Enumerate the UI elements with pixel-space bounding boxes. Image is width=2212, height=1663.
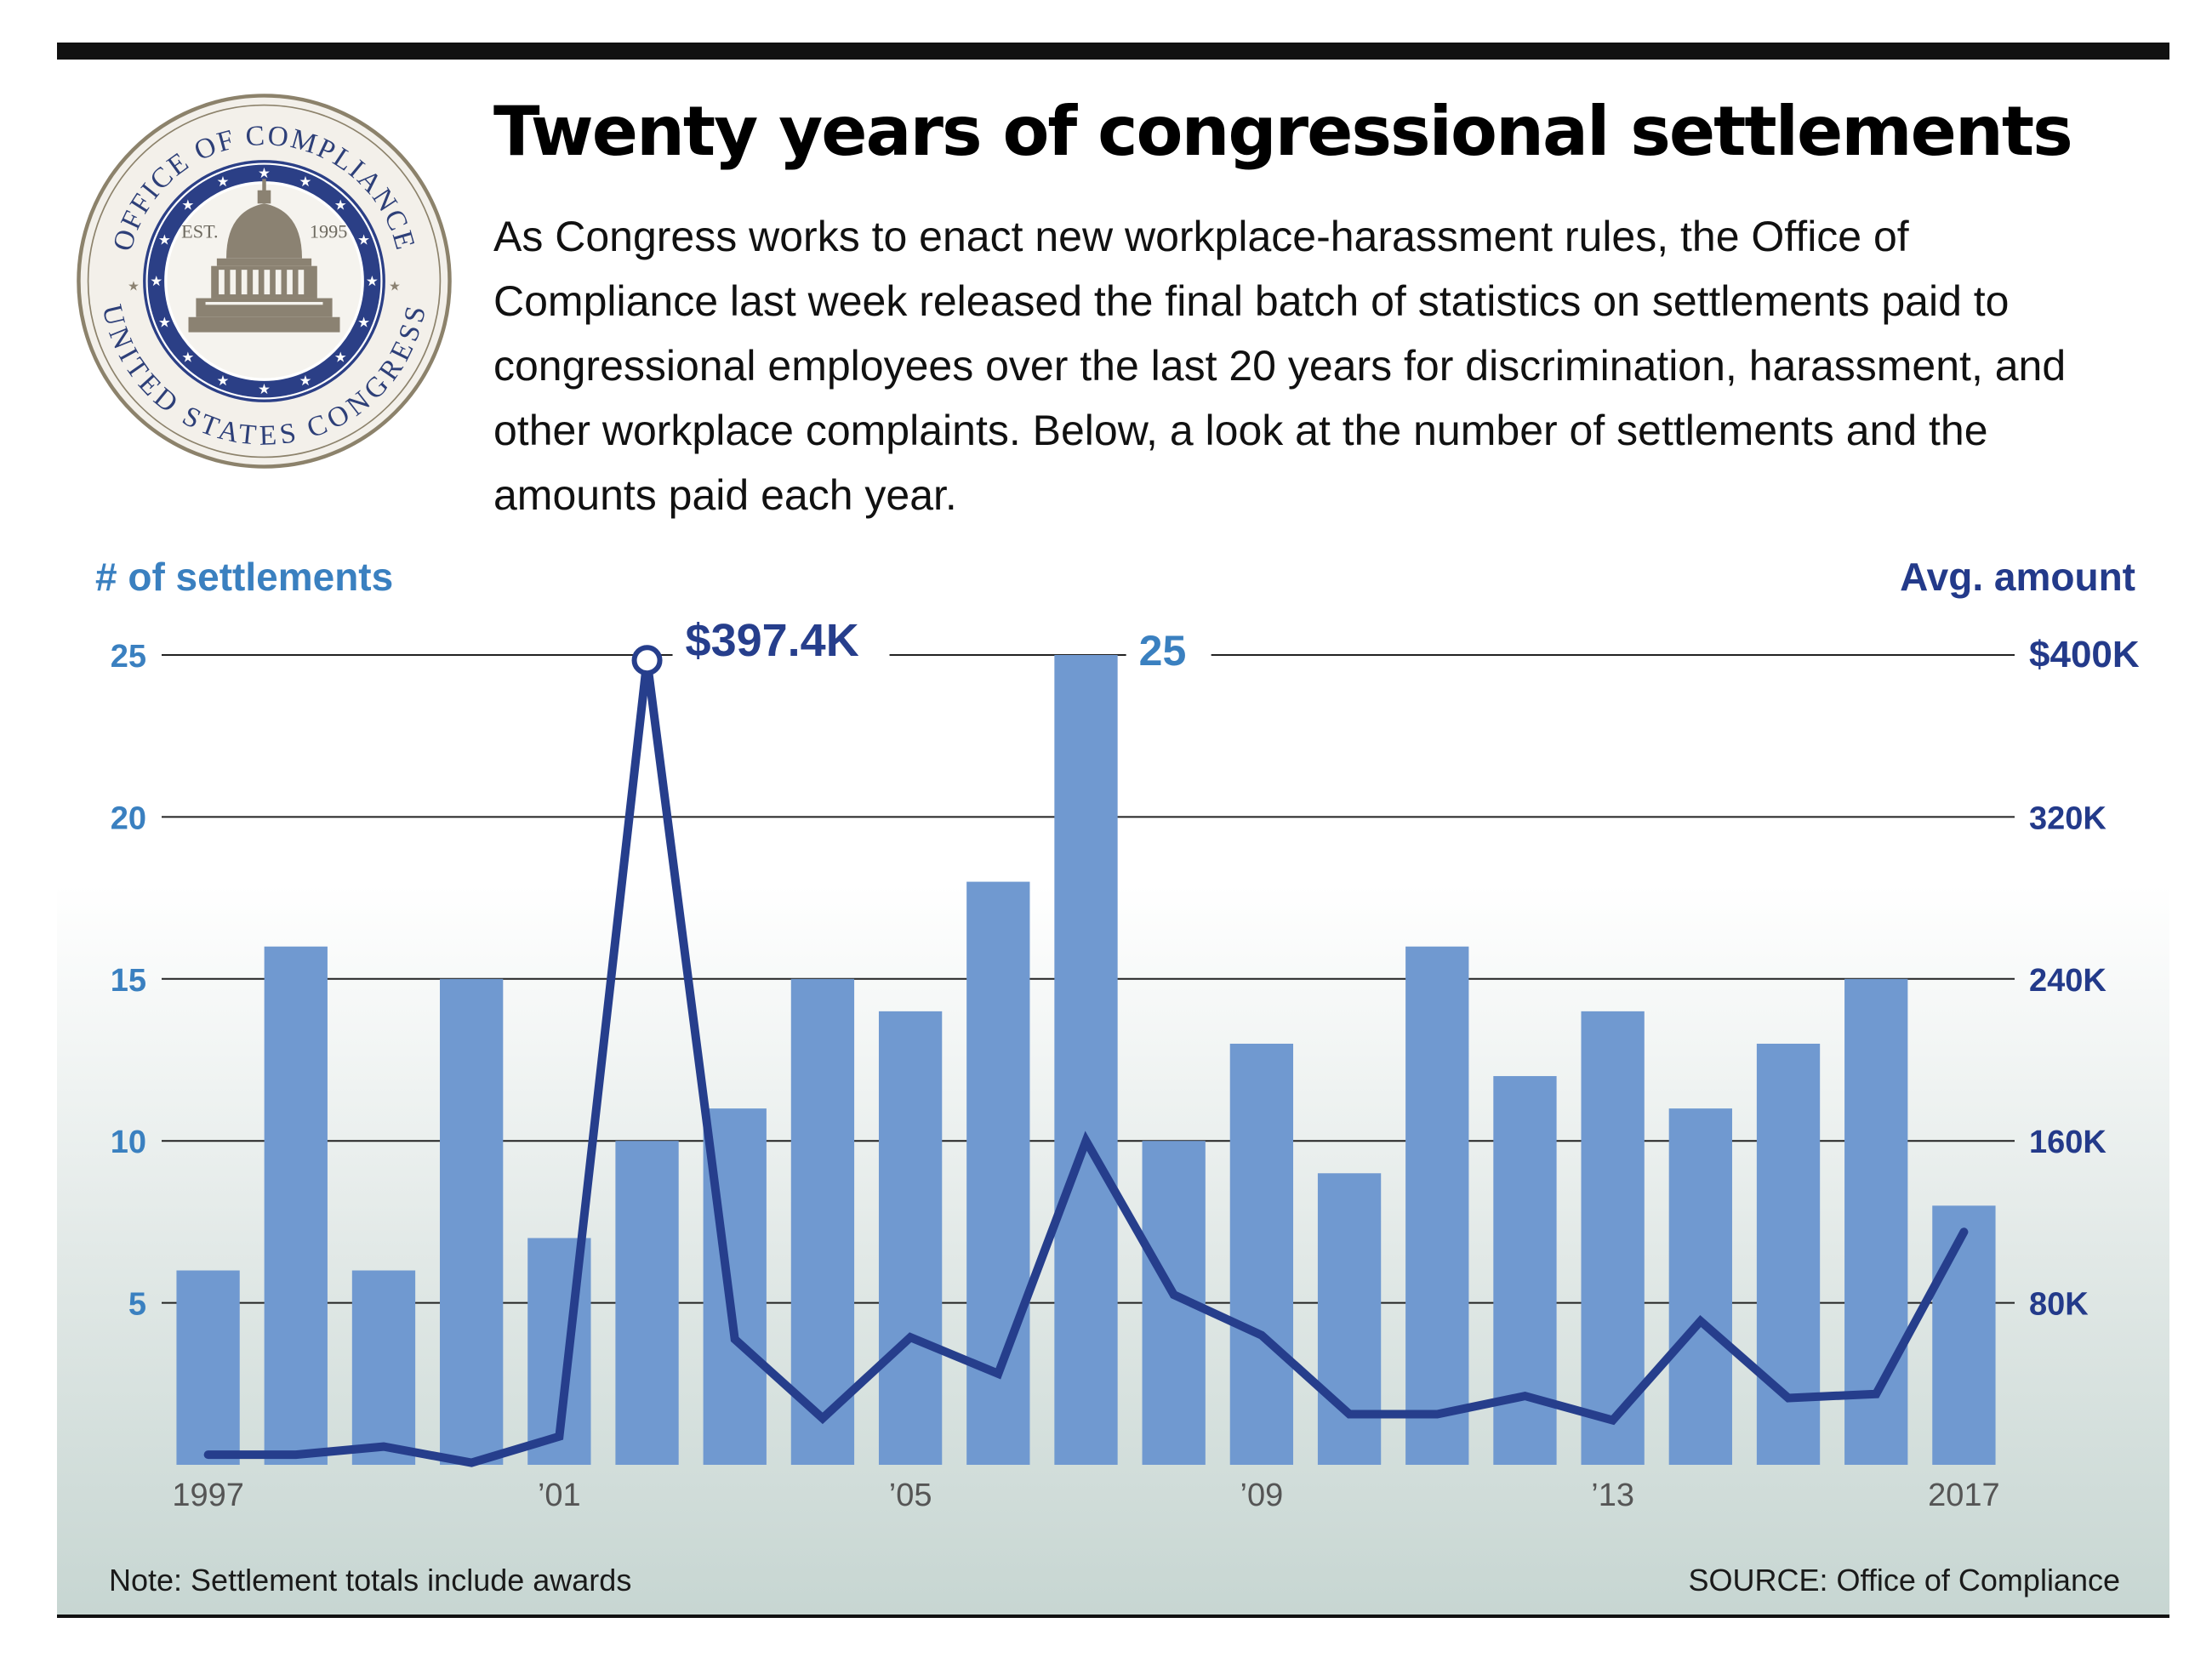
svg-text:★: ★: [389, 280, 401, 294]
settlements-bar: [878, 1011, 943, 1465]
settlements-bar: [1932, 1205, 1996, 1465]
settlements-bar: [1054, 655, 1118, 1465]
settlements-bar: [1229, 1043, 1294, 1465]
chart-note: Note: Settlement totals include awards: [109, 1563, 631, 1598]
settlements-bar: [1317, 1173, 1382, 1465]
seal-star-icon: ★: [258, 381, 271, 397]
x-axis-tick-label: ’01: [538, 1478, 581, 1513]
seal-star-icon: ★: [158, 232, 171, 248]
avg-amount-line: [203, 659, 1969, 1467]
seal-star-icon: ★: [366, 273, 379, 289]
settlements-bar: [1668, 1108, 1732, 1465]
seal-star-icon: ★: [181, 350, 194, 366]
right-axis-label: Avg. amount: [1900, 555, 2135, 599]
seal-star-icon: ★: [158, 315, 171, 331]
chart-source: SOURCE: Office of Compliance: [1688, 1563, 2120, 1598]
x-axis-tick-label: ’09: [1240, 1478, 1284, 1513]
right-axis-tick-label: 320K: [2029, 800, 2107, 836]
annotation-backdrop: [1126, 617, 1211, 676]
left-axis-tick-label: 25: [111, 639, 146, 675]
x-axis-tick-label: 2017: [1928, 1478, 2000, 1513]
left-axis-tick-label: 15: [111, 963, 146, 999]
seal-est-label: EST.: [181, 220, 218, 242]
seal-star-icon: ★: [150, 273, 162, 289]
page-title: Twenty years of congressional settlement…: [493, 92, 2073, 171]
settlements-bar: [1844, 978, 1908, 1465]
seal-star-icon: ★: [357, 232, 370, 248]
right-axis-tick-label: 240K: [2029, 963, 2107, 999]
right-axis-tick-label: 80K: [2029, 1287, 2089, 1323]
left-axis-label: # of settlements: [95, 555, 393, 599]
settlements-bar: [1581, 1011, 1645, 1465]
settlements-bar: [351, 1270, 416, 1465]
x-axis-tick-label: ’13: [1591, 1478, 1634, 1513]
left-axis-tick-label: 20: [111, 800, 146, 836]
peak-marker: [631, 645, 663, 676]
intro-paragraph: As Congress works to enact new workplace…: [493, 213, 2067, 519]
right-axis-tick-label: $400K: [2029, 634, 2140, 675]
seal-star-icon: ★: [299, 174, 312, 190]
top-rule: [57, 43, 2169, 60]
seal-star-icon: ★: [334, 196, 347, 213]
svg-text:★: ★: [128, 280, 140, 294]
settlements-bar: [615, 1141, 679, 1465]
seal-star-icon: ★: [217, 174, 230, 190]
left-axis-tick-label: 10: [111, 1125, 146, 1160]
settlements-bar: [440, 978, 504, 1465]
settlements-bar: [1405, 946, 1469, 1465]
right-axis-tick-label: 160K: [2029, 1125, 2107, 1160]
seal-star-icon: ★: [334, 350, 347, 366]
settlements-bar: [790, 978, 855, 1465]
x-axis-tick-label: ’05: [889, 1478, 932, 1513]
seal-star-icon: ★: [181, 196, 194, 213]
seal-star-icon: ★: [258, 165, 271, 181]
bottom-rule: [57, 1615, 2169, 1618]
seal-star-icon: ★: [217, 373, 230, 389]
office-of-compliance-seal-icon: OFFICE OF COMPLIANCE UNITED STATES CONGR…: [77, 94, 452, 469]
seal-est-year: 1995: [310, 220, 348, 242]
settlements-bar: [176, 1270, 240, 1465]
max-bar-value-label: 25: [1139, 627, 1187, 675]
peak-value-label: $397.4K: [686, 615, 859, 666]
settlements-bar: [264, 946, 328, 1465]
annotation-backdrop: [672, 618, 890, 678]
x-axis-tick-label: 1997: [172, 1478, 244, 1513]
seal-star-icon: ★: [357, 315, 370, 331]
seal-star-icon: ★: [299, 373, 312, 389]
left-axis-tick-label: 5: [128, 1287, 146, 1323]
